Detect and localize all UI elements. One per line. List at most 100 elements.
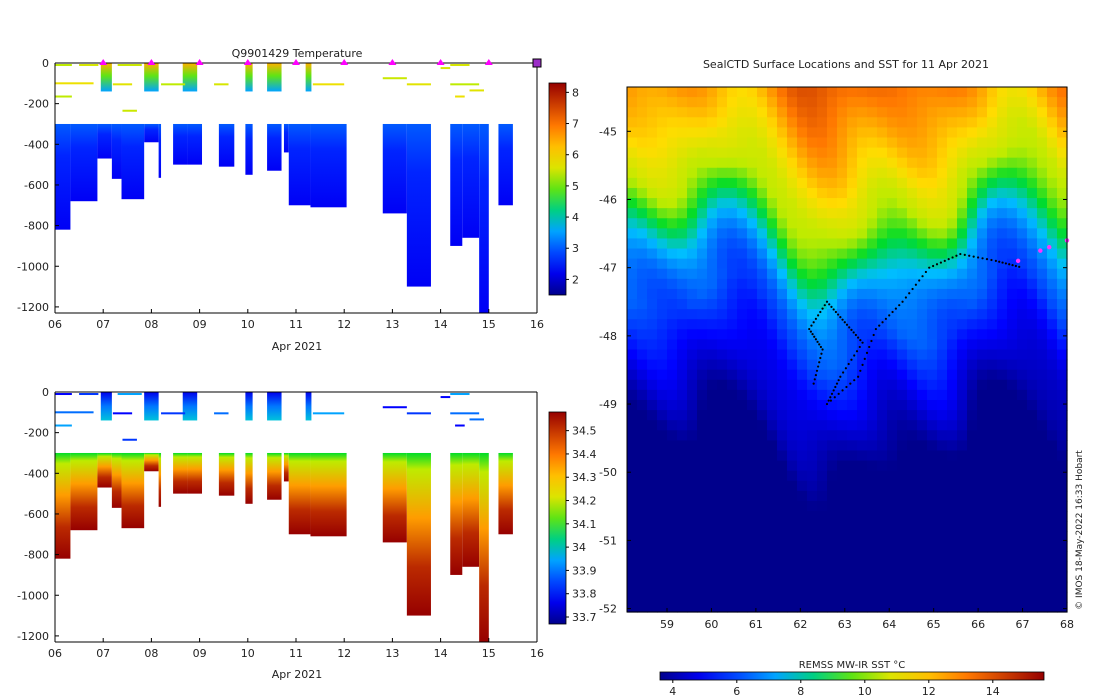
sst-cell — [667, 268, 678, 280]
sst-cell — [667, 208, 678, 219]
sst-cell — [917, 420, 928, 431]
sst-cell — [977, 511, 988, 522]
sst-cell — [937, 258, 948, 270]
sst-cell — [897, 369, 908, 381]
sst-cell — [847, 521, 858, 532]
sst-cell — [847, 379, 858, 391]
sst-cell — [1007, 581, 1018, 593]
sst-cell — [957, 430, 968, 441]
track-point — [809, 330, 812, 333]
sst-cell — [647, 470, 658, 482]
colorbar-tick-label: 7 — [572, 118, 579, 131]
sst-cell — [777, 470, 788, 482]
sst-cell — [907, 500, 918, 512]
sst-cell — [837, 167, 848, 179]
sst-cell — [937, 97, 948, 108]
sst-cell — [797, 581, 808, 593]
x-tick-label: 06 — [48, 647, 62, 660]
x-tick-label: 12 — [337, 318, 351, 331]
sst-cell — [717, 248, 728, 260]
sst-cell — [917, 299, 928, 310]
sst-cell — [1007, 288, 1018, 300]
track-point — [825, 402, 829, 406]
sst-cell — [977, 97, 988, 108]
sst-cell — [837, 480, 848, 492]
surface-column — [182, 392, 198, 421]
sst-cell — [797, 187, 808, 199]
sst-cell — [737, 97, 748, 108]
sst-cell — [727, 430, 738, 441]
track-point — [829, 399, 832, 402]
sst-cell — [907, 450, 918, 462]
sst-cell — [1007, 349, 1018, 361]
sst-cell — [887, 349, 898, 361]
sst-cell — [917, 187, 928, 199]
sst-cell — [1007, 198, 1018, 209]
sst-cell — [787, 147, 798, 159]
sst-cell — [817, 551, 828, 563]
sst-cell — [967, 288, 978, 300]
sst-cell — [737, 157, 748, 169]
sst-cell — [787, 339, 798, 351]
sst-cell — [817, 147, 828, 159]
sst-cell — [967, 107, 978, 118]
sst-cell — [987, 238, 998, 250]
profile-column — [267, 452, 282, 500]
profile-sample-line — [122, 438, 137, 441]
sst-cell — [1017, 420, 1028, 431]
sst-cell — [847, 107, 858, 118]
sst-cell — [1027, 561, 1038, 573]
sst-cell — [637, 137, 648, 149]
sst-cell — [967, 268, 978, 280]
sst-cell — [777, 500, 788, 512]
sst-cell — [847, 551, 858, 563]
sst-cell — [867, 511, 878, 522]
sst-cell — [947, 389, 958, 401]
sst-cell — [917, 561, 928, 573]
sst-cell — [957, 571, 968, 583]
sst-cell — [697, 268, 708, 280]
map-x-tick-label: 65 — [927, 618, 941, 631]
sst-cell — [927, 450, 938, 462]
sst-cell — [637, 389, 648, 401]
sst-cell — [767, 399, 778, 411]
sst-cell — [1027, 309, 1038, 320]
sst-cell — [1037, 450, 1048, 462]
sst-cell — [1017, 177, 1028, 189]
track-point — [868, 345, 871, 349]
sst-cell — [697, 470, 708, 482]
sst-cell — [777, 410, 788, 421]
sst-cell — [817, 511, 828, 522]
sst-cell — [807, 107, 818, 118]
sst-cell — [807, 450, 818, 462]
latest-profile-marker — [532, 58, 542, 68]
sst-cell — [1017, 218, 1028, 229]
sst-cell — [667, 399, 678, 411]
sst-cell — [867, 157, 878, 169]
sst-cell — [687, 299, 698, 310]
sst-cell — [887, 208, 898, 219]
sst-cell — [907, 97, 918, 108]
map-y-tick-label: -51 — [599, 534, 617, 547]
sst-cell — [1017, 521, 1028, 532]
sst-cell — [657, 218, 668, 229]
track-point — [972, 255, 975, 258]
sst-cell — [977, 490, 988, 502]
sst-cell — [937, 581, 948, 593]
sst-cell — [667, 379, 678, 391]
sst-cell — [877, 369, 888, 381]
sst-cell — [737, 87, 748, 98]
sst-cell — [837, 319, 848, 330]
track-point — [977, 256, 980, 259]
sst-cell — [877, 258, 888, 270]
sst-cell — [987, 561, 998, 573]
sst-cell — [627, 500, 638, 512]
sst-cell — [757, 470, 768, 482]
sst-cell — [857, 399, 868, 411]
sst-cell — [707, 268, 718, 280]
sst-cell — [837, 187, 848, 199]
sst-cell — [1047, 177, 1058, 189]
sst-cell — [767, 238, 778, 250]
sst-cell — [927, 349, 938, 361]
sst-cell — [777, 521, 788, 532]
